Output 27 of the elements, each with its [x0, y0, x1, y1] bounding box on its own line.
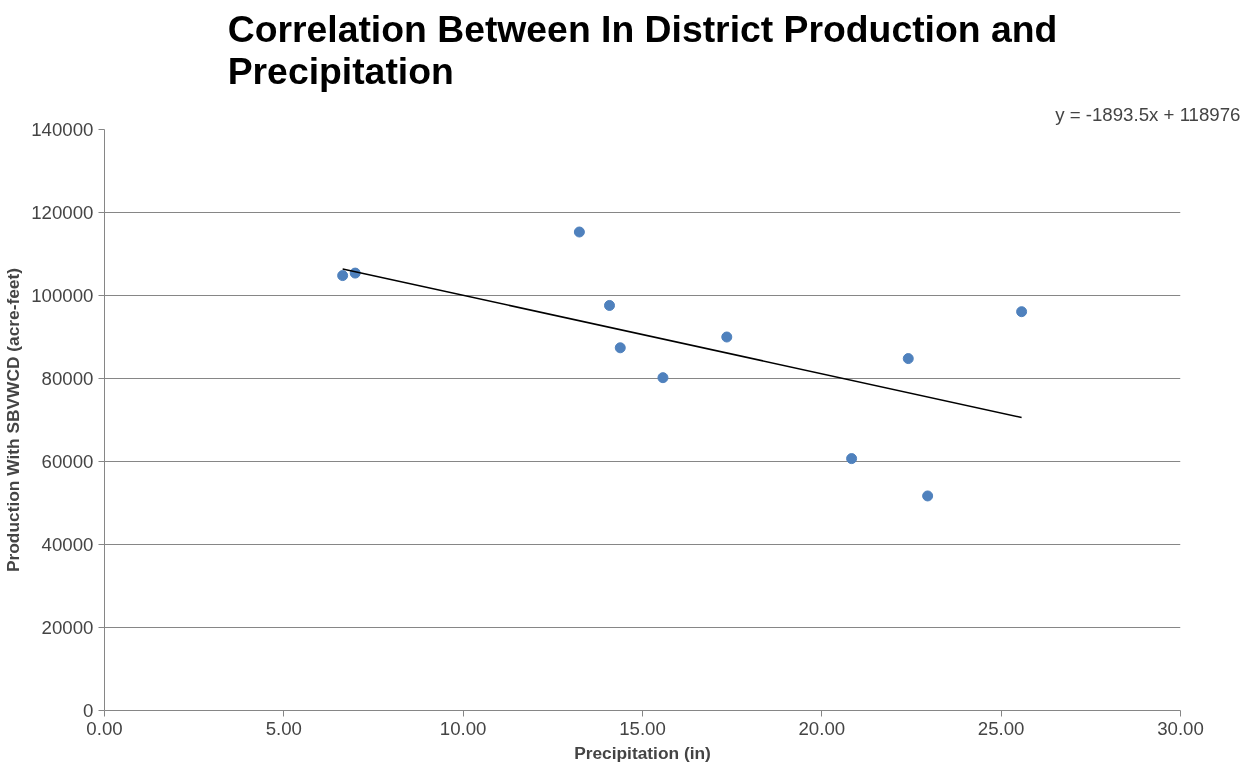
y-tick-label: 120000	[31, 202, 94, 223]
y-axis-title: Production With SBVWCD (acre-feet)	[3, 267, 24, 573]
point	[721, 331, 733, 343]
x-tick-label: 30.00	[1157, 717, 1204, 739]
point	[337, 270, 349, 282]
x-tick-label: 20.00	[798, 717, 846, 739]
y-tick-label: 140000	[31, 119, 94, 140]
point	[604, 299, 615, 311]
x-tick-label: 5.00	[265, 717, 302, 739]
point	[573, 226, 585, 238]
point	[902, 353, 914, 365]
y-tick-label: 80000	[41, 368, 94, 389]
y-tick-label: 20000	[41, 617, 94, 638]
x-tick-label: 25.00	[977, 717, 1025, 739]
point	[614, 342, 626, 354]
y-tick-label: 100000	[31, 285, 94, 306]
point	[922, 490, 934, 502]
point	[657, 372, 669, 384]
x-axis-title: Precipitation (in)	[574, 742, 711, 763]
text: y = -1893.5x + 118976	[1055, 103, 1241, 125]
x-tick-label: 15.00	[619, 717, 666, 739]
chart-title: Correlation Between In District Production and Precipitation	[227, 7, 1058, 92]
x-tick-label: 10.00	[439, 717, 487, 739]
y-tick-label: 60000	[41, 451, 94, 472]
point	[1016, 306, 1028, 318]
point	[846, 453, 858, 465]
y-tick-label: 40000	[41, 534, 94, 555]
